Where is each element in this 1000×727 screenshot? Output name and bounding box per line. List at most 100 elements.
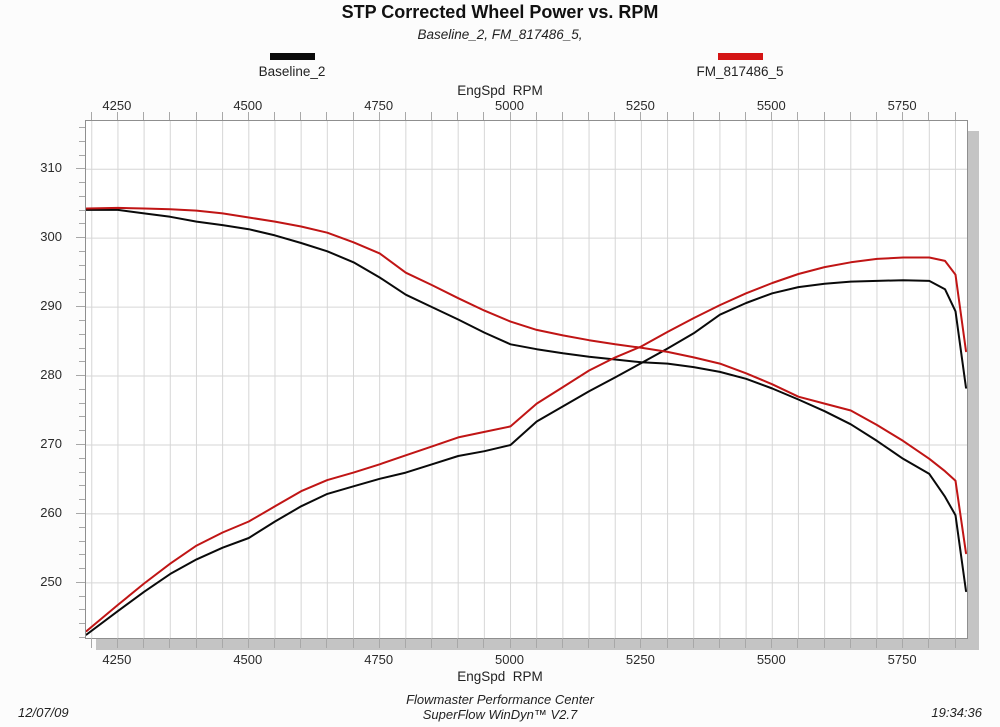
x-tickmark-top — [745, 112, 747, 120]
x-tickmark-bottom — [274, 638, 275, 648]
y-tick-label: 280 — [40, 367, 62, 383]
x-tickmark-bottom — [640, 638, 642, 648]
x-tickmark-top — [692, 112, 694, 120]
x-tickmark-top — [483, 112, 485, 120]
x-tickmark-bottom — [247, 638, 249, 648]
curve-baseline-2-falling-torque-curve — [86, 208, 967, 593]
y-tickmark — [79, 526, 85, 528]
x-tick-label-bottom: 5000 — [495, 652, 524, 667]
x-tickmark-bottom — [561, 638, 563, 648]
x-tick-label-bottom: 5250 — [625, 652, 655, 667]
y-tickmark — [79, 595, 85, 597]
x-tickmark-top — [116, 112, 118, 120]
y-tickmark — [79, 126, 85, 128]
x-tickmark-bottom — [535, 638, 537, 648]
x-tickmark-bottom — [352, 638, 354, 648]
baseline-legend-swatch — [269, 53, 315, 60]
y-tickmark — [79, 485, 85, 487]
x-tickmark-top — [849, 112, 851, 120]
x-tickmark-bottom — [902, 638, 904, 648]
footer-date: 12/07/09 — [18, 705, 69, 720]
x-tickmark-top — [876, 112, 877, 120]
x-tickmark-top — [378, 112, 380, 120]
x-tickmark-bottom — [326, 638, 328, 648]
x-tickmark-bottom — [221, 638, 223, 648]
plot-area — [85, 120, 968, 639]
y-tickmark — [79, 333, 85, 335]
x-tickmark-top — [169, 112, 171, 120]
y-tickmark — [79, 209, 85, 211]
y-tickmark — [79, 430, 85, 432]
y-tickmark — [76, 306, 85, 308]
x-tickmark-top — [954, 112, 956, 120]
x-tick-label-top: 4250 — [102, 98, 132, 113]
y-tickmark — [76, 444, 85, 445]
x-tick-label-top: 5500 — [756, 98, 786, 113]
x-tickmark-top — [614, 112, 616, 120]
x-tickmark-bottom — [195, 638, 197, 648]
x-tickmark-bottom — [954, 638, 956, 648]
curve-baseline-2-rising-power-curve — [86, 279, 967, 636]
x-tickmark-bottom — [718, 638, 720, 648]
x-tickmark-bottom — [143, 638, 145, 648]
x-tick-label-bottom: 4750 — [364, 652, 394, 667]
y-tickmark — [79, 319, 85, 321]
x-tickmark-bottom — [404, 638, 406, 648]
x-tickmark-bottom — [378, 638, 380, 648]
x-tickmark-bottom — [797, 638, 799, 648]
x-tick-label-bottom: 5500 — [756, 652, 786, 667]
y-tickmark — [79, 609, 85, 611]
y-tick-label: 290 — [40, 298, 62, 314]
y-tickmark — [79, 457, 85, 459]
y-tickmark — [79, 154, 85, 156]
footer-center-line2: SuperFlow WinDyn™ V2.7 — [422, 707, 578, 722]
x-tickmark-top — [771, 112, 773, 120]
y-tickmark — [79, 347, 85, 349]
y-tickmark — [79, 195, 85, 197]
x-tickmark-bottom — [300, 638, 302, 648]
x-tickmark-top — [352, 112, 354, 120]
x-tickmark-top — [902, 112, 904, 120]
y-tickmark — [79, 278, 85, 280]
y-tickmark — [76, 512, 85, 514]
x-tickmark-top — [509, 112, 511, 120]
bottom-axis-label: EngSpd RPM — [457, 669, 543, 684]
y-tick-label: 300 — [40, 229, 62, 245]
curve-fm-817486-5-falling-torque-curve — [86, 206, 967, 555]
y-tickmark — [76, 375, 85, 377]
top-axis-label: EngSpd RPM — [457, 83, 543, 98]
x-tickmark-top — [404, 112, 406, 120]
y-tickmark — [79, 223, 85, 225]
x-tickmark-top — [326, 112, 328, 120]
x-tickmark-bottom — [876, 638, 877, 648]
y-tickmark — [79, 568, 85, 570]
x-tick-label-bottom: 4500 — [233, 652, 263, 667]
footer-center-line1: Flowmaster Performance Center — [406, 692, 594, 707]
x-tickmark-bottom — [928, 638, 930, 648]
x-tickmark-bottom — [169, 638, 171, 648]
plot-canvas — [86, 121, 967, 638]
x-tickmark-bottom — [823, 638, 825, 648]
x-tickmark-top — [797, 112, 799, 120]
y-tickmark — [79, 361, 85, 363]
legend-fm: FM_817486_5 — [678, 53, 802, 79]
fm-legend-label: FM_817486_5 — [696, 64, 784, 79]
x-tickmark-top — [640, 112, 642, 120]
y-tickmark — [79, 388, 85, 390]
y-tickmark — [79, 402, 85, 404]
x-tick-label-top: 5000 — [495, 98, 524, 113]
x-tickmark-top — [666, 112, 668, 120]
x-tickmark-bottom — [116, 638, 118, 648]
y-tickmark — [79, 540, 85, 542]
y-tickmark — [79, 292, 85, 294]
x-tickmark-top — [588, 112, 590, 120]
y-tick-label: 250 — [40, 573, 62, 589]
x-tickmark-top — [928, 112, 930, 120]
x-tickmark-bottom — [849, 638, 851, 648]
y-tickmark — [79, 623, 85, 625]
y-tick-label: 310 — [40, 160, 62, 176]
y-tickmark — [76, 581, 85, 583]
y-tickmark — [79, 140, 85, 142]
x-tickmark-top — [143, 112, 145, 120]
y-tickmark — [79, 471, 85, 473]
